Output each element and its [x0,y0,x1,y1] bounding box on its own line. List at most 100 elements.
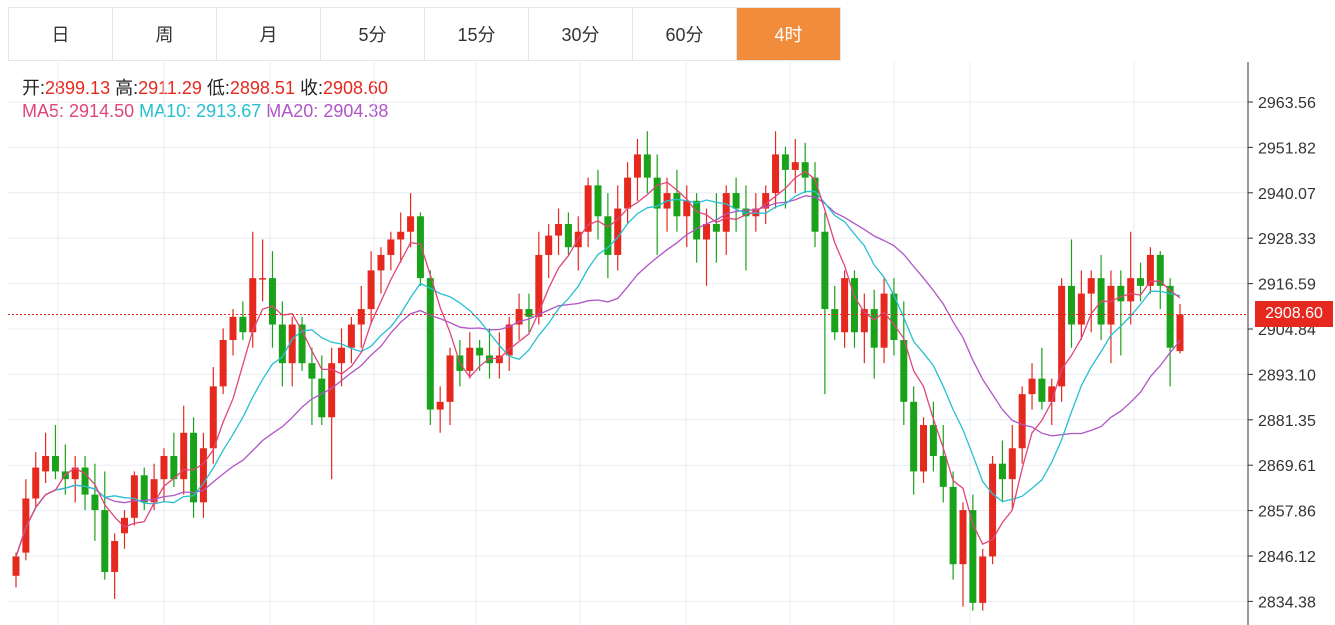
candle-body [416,216,424,279]
candle-body [140,475,148,503]
candle-body [249,278,257,333]
candle-body [683,200,691,217]
ma20-line [15,195,1181,557]
close-value: 2908.60 [323,78,389,98]
candle-body [821,231,829,310]
candle-body [772,154,780,194]
candle-body [1107,285,1115,325]
candle-body [762,193,770,209]
candle-body [1176,314,1184,352]
candle-body [51,455,59,472]
candle-body [170,455,178,480]
candle-body [308,363,316,379]
y-tick-label: 2916.59 [1258,277,1316,294]
candle-body [594,185,602,217]
y-tick-label: 2951.82 [1258,140,1316,157]
y-tick-label: 2928.33 [1258,231,1316,248]
candle-body [1008,448,1016,480]
candle-body [22,498,30,553]
candle-body [791,162,799,170]
candle-body [890,293,898,340]
candle-body [1137,278,1145,286]
candle-body [712,224,720,232]
candle-body [564,224,572,248]
candle-body [397,231,405,240]
candle-body [278,324,286,364]
candle-body [436,401,444,410]
candle-body [328,363,336,418]
tab-period-3[interactable]: 5分 [321,8,425,60]
candle-body [841,278,849,333]
candle-body [91,494,99,511]
y-tick-label: 2846.12 [1258,549,1316,566]
close-label: 收: [299,78,323,98]
candle-body [111,541,119,572]
candle-body [555,224,563,236]
candle-body [979,556,987,603]
candle-body [387,239,395,255]
candle-body [525,309,533,317]
ma5-value: 2914.50 [69,101,135,121]
y-tick-label: 2834.38 [1258,594,1316,611]
candle-body [160,455,168,480]
candle-body [1058,285,1066,387]
candle-body [101,510,109,572]
candle-body [239,316,247,333]
low-label: 低: [206,78,230,98]
candle-body [989,463,997,557]
candle-body [190,432,198,503]
candle-body [910,401,918,472]
candle-body [929,425,937,456]
candle-body [71,467,79,480]
candle-body [870,309,878,348]
candle-body [1156,254,1164,286]
tab-period-0[interactable]: 日 [9,8,113,60]
tab-period-5[interactable]: 30分 [529,8,633,60]
period-tabs: 日周月 5分 15分 30分 60分 4时 [8,7,841,61]
candle-body [604,216,612,255]
candle-body [614,208,622,255]
candle-body [259,278,267,280]
tab-period-1[interactable]: 周 [113,8,217,60]
high-label: 高: [115,78,139,98]
tab-period-2[interactable]: 月 [217,8,321,60]
y-tick-label: 2857.86 [1258,504,1316,521]
candle-body [268,278,276,325]
y-tick-label: 2893.10 [1258,367,1316,384]
candle-body [752,208,760,217]
ma10-line [15,190,1181,557]
candle-body [367,270,375,310]
ma10-label: MA10: [139,101,192,121]
candle-body [959,510,967,565]
candle-body [584,185,592,232]
candle-body [130,475,138,518]
candle-body [673,193,681,217]
candle-body [219,339,227,387]
tab-period-7[interactable]: 4时 [737,8,841,60]
ma10-value: 2913.67 [196,101,262,121]
candle-body [298,324,306,364]
candle-body [831,309,839,333]
tab-period-6[interactable]: 60分 [633,8,737,60]
candle-body [199,448,207,503]
high-value: 2911.29 [138,78,202,98]
candle-body [900,339,908,402]
candle-body [515,309,523,325]
candle-body [12,556,20,576]
candle-body [1127,278,1135,302]
candle-body [920,425,928,472]
candle-body [229,316,237,340]
candle-body [1077,293,1085,325]
tab-period-4[interactable]: 15分 [425,8,529,60]
candle-body [880,293,888,348]
ma5-label: MA5: [22,101,65,121]
candle-body [624,177,632,209]
ma20-label: MA20: [266,101,319,121]
candle-body [1087,278,1095,294]
low-value: 2898.51 [229,78,295,98]
candle-body [1146,254,1154,286]
candle-body [209,386,217,449]
candle-body [466,347,474,371]
candle-body [180,432,188,480]
